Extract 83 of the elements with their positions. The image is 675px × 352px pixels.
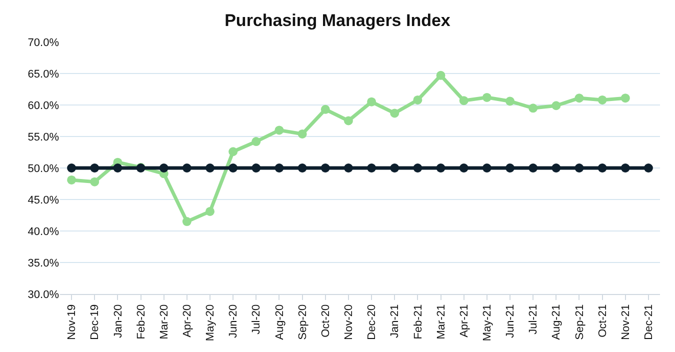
x-tick-label: Oct-21 bbox=[596, 304, 609, 338]
y-tick-label: 60.0% bbox=[28, 100, 60, 112]
x-tick-label: Nov-20 bbox=[343, 304, 356, 340]
x-tick-label: Feb-21 bbox=[412, 304, 424, 340]
point bbox=[552, 101, 561, 110]
point bbox=[620, 94, 630, 103]
point bbox=[344, 164, 353, 172]
x-tick-label: Oct-20 bbox=[320, 304, 332, 338]
point bbox=[528, 104, 538, 113]
point bbox=[436, 70, 446, 80]
point bbox=[413, 164, 422, 172]
x-tick-label: Jul-20 bbox=[250, 304, 263, 334]
point bbox=[274, 164, 284, 172]
y-tick-label: 35.0% bbox=[28, 257, 60, 270]
x-tick-label: Jul-21 bbox=[528, 304, 540, 334]
point bbox=[506, 96, 514, 106]
point bbox=[459, 96, 468, 106]
point bbox=[574, 94, 584, 103]
point bbox=[206, 206, 214, 216]
point bbox=[113, 164, 122, 172]
chart-title: Purchasing Managers Index bbox=[224, 10, 451, 30]
point bbox=[228, 164, 238, 172]
x-tick-label: Aug-20 bbox=[274, 304, 286, 340]
point bbox=[506, 164, 514, 172]
point bbox=[644, 164, 653, 172]
x-tick-label: Apr-21 bbox=[458, 304, 470, 338]
y-tick-label: 45.0% bbox=[28, 194, 60, 206]
x-tick-label: Sep-20 bbox=[296, 304, 309, 340]
y-tick-label: 70.0% bbox=[28, 36, 60, 49]
point bbox=[274, 126, 284, 135]
point bbox=[90, 164, 100, 172]
point bbox=[482, 164, 492, 172]
x-tick-label: Dec-20 bbox=[366, 304, 378, 340]
x-tick-label: May-20 bbox=[204, 304, 217, 342]
x-tick-label: Apr-20 bbox=[181, 304, 194, 338]
point bbox=[344, 116, 353, 126]
y-tick-label: 65.0% bbox=[28, 68, 60, 80]
x-tick-label: Jun-21 bbox=[504, 304, 517, 338]
x-tick-label: Jan-20 bbox=[112, 304, 124, 338]
point bbox=[598, 164, 607, 172]
point bbox=[390, 108, 400, 118]
point bbox=[320, 104, 330, 114]
point bbox=[367, 97, 376, 106]
y-tick-label: 55.0% bbox=[28, 131, 60, 144]
y-tick-label: 50.0% bbox=[28, 162, 60, 175]
point bbox=[67, 164, 76, 172]
x-tick-label: Mar-21 bbox=[435, 304, 448, 340]
x-tick-label: May-21 bbox=[481, 304, 494, 342]
point bbox=[206, 164, 214, 172]
point bbox=[598, 95, 607, 104]
point bbox=[159, 164, 168, 172]
y-tick-label: 40.0% bbox=[28, 226, 60, 238]
x-tick-label: Jan-21 bbox=[389, 304, 402, 338]
point bbox=[436, 164, 446, 172]
x-tick-label: Jun-20 bbox=[228, 304, 240, 338]
point bbox=[367, 164, 376, 172]
point bbox=[298, 129, 307, 138]
point bbox=[182, 164, 192, 172]
point bbox=[482, 92, 492, 102]
point bbox=[182, 217, 192, 226]
x-tick-label: Nov-19 bbox=[66, 304, 78, 340]
point bbox=[620, 164, 630, 172]
point bbox=[552, 164, 561, 172]
x-tick-label: Aug-21 bbox=[550, 304, 563, 340]
point bbox=[459, 164, 468, 172]
x-tick-label: Feb-20 bbox=[135, 304, 148, 340]
x-tick-label: Dec-19 bbox=[89, 304, 102, 340]
point bbox=[528, 164, 538, 172]
y-tick-label: 30.0% bbox=[28, 288, 60, 301]
point bbox=[252, 164, 261, 172]
point bbox=[67, 175, 76, 184]
x-tick-label: Sep-21 bbox=[574, 304, 586, 340]
point bbox=[298, 164, 307, 172]
x-tick-label: Mar-20 bbox=[158, 304, 170, 340]
point bbox=[90, 177, 100, 186]
point bbox=[228, 147, 238, 156]
x-tick-label: Dec-21 bbox=[643, 304, 656, 340]
x-tick-label: Nov-21 bbox=[620, 304, 632, 340]
point bbox=[252, 137, 261, 146]
point bbox=[413, 95, 422, 104]
point bbox=[574, 164, 584, 172]
point bbox=[320, 164, 330, 172]
point bbox=[390, 164, 400, 172]
